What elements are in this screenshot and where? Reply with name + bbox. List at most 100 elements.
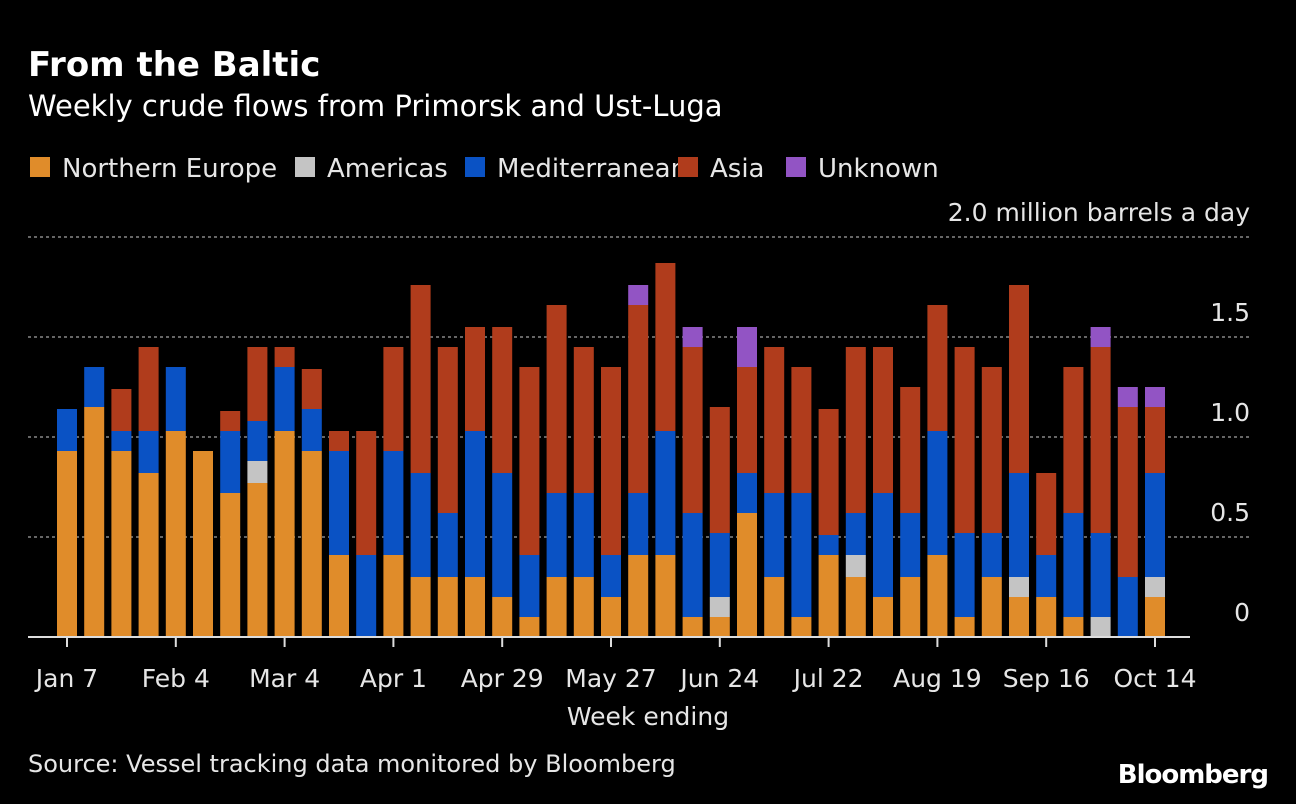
legend: Northern Europe Americas Mediterranean Asia… xyxy=(30,154,939,184)
bar-segment-northern-europe xyxy=(818,555,839,637)
bar-segment-northern-europe xyxy=(1145,597,1165,637)
bar-segment-northern-europe xyxy=(682,617,703,637)
bar-segment-mediterranean xyxy=(818,535,839,555)
bar-segment-northern-europe xyxy=(274,431,295,637)
bars xyxy=(57,263,1165,637)
bar-segment-mediterranean xyxy=(84,367,105,407)
bar-segment-asia xyxy=(1145,407,1165,473)
bar-segment-americas xyxy=(247,461,268,483)
bar-segment-asia xyxy=(981,367,1002,533)
bar-segment-asia xyxy=(791,367,812,493)
gridlines: 0 0.5 1.0 1.5 2.0 million barrels a day xyxy=(28,198,1250,627)
bar-segment-mediterranean xyxy=(465,431,485,577)
bar-segment-northern-europe xyxy=(247,483,268,637)
bar-segment-asia xyxy=(1117,407,1138,577)
bar-segment-northern-europe xyxy=(84,407,105,637)
bar-segment-mediterranean xyxy=(764,493,785,577)
bar-segment-unknown xyxy=(682,327,703,347)
bar-segment-northern-europe xyxy=(165,431,186,637)
y-tick-label: 1.0 xyxy=(1210,398,1250,427)
bar-segment-mediterranean xyxy=(1090,533,1111,617)
bar-segment-northern-europe xyxy=(873,597,893,637)
x-tick-label: Sep 16 xyxy=(1003,664,1090,693)
bar-segment-mediterranean xyxy=(437,513,458,577)
bar-segment-northern-europe xyxy=(981,577,1002,637)
bar-segment-northern-europe xyxy=(954,617,975,637)
legend-label: Unknown xyxy=(818,154,939,184)
x-tick-label: Feb 4 xyxy=(142,664,210,693)
bar-segment-unknown xyxy=(1145,387,1165,407)
bar-segment-mediterranean xyxy=(791,493,812,617)
x-tick-label: Mar 4 xyxy=(249,664,320,693)
bar-segment-mediterranean xyxy=(356,555,377,637)
bar-segment-northern-europe xyxy=(1063,617,1084,637)
bar-segment-mediterranean xyxy=(737,473,757,513)
bar-segment-asia xyxy=(410,285,431,473)
bar-segment-mediterranean xyxy=(1117,577,1138,637)
bar-segment-asia xyxy=(900,387,921,513)
bar-segment-northern-europe xyxy=(573,577,594,637)
bar-segment-mediterranean xyxy=(927,431,948,555)
bar-segment-americas xyxy=(845,555,866,577)
x-tick-label: Jan 7 xyxy=(34,664,98,693)
legend-label: Asia xyxy=(710,154,765,184)
bar-segment-northern-europe xyxy=(492,597,513,637)
bar-segment-mediterranean xyxy=(900,513,921,577)
bar-segment-mediterranean xyxy=(301,409,322,451)
bar-segment-asia xyxy=(356,431,377,555)
bar-segment-unknown xyxy=(1117,387,1138,407)
bar-segment-asia xyxy=(301,369,322,409)
bar-segment-northern-europe xyxy=(383,555,404,637)
bar-segment-mediterranean xyxy=(410,473,431,577)
bar-segment-mediterranean xyxy=(247,421,268,461)
bar-segment-asia xyxy=(546,305,567,493)
bar-segment-asia xyxy=(764,347,785,493)
bar-segment-mediterranean xyxy=(1036,555,1057,597)
bloomberg-logo: Bloomberg xyxy=(1118,760,1268,790)
bar-segment-asia xyxy=(927,305,948,431)
x-tick-label: Apr 1 xyxy=(360,664,427,693)
bar-segment-asia xyxy=(818,409,839,535)
bar-segment-asia xyxy=(1063,367,1084,513)
y-tick-label: 0 xyxy=(1234,598,1250,627)
bar-segment-northern-europe xyxy=(1009,597,1029,637)
bar-segment-mediterranean xyxy=(57,409,77,451)
bar-segment-mediterranean xyxy=(601,555,621,597)
bar-segment-asia xyxy=(383,347,404,451)
legend-swatch xyxy=(295,157,315,177)
bar-segment-northern-europe xyxy=(791,617,812,637)
bar-segment-northern-europe xyxy=(628,555,649,637)
bar-segment-northern-europe xyxy=(329,555,349,637)
bar-segment-mediterranean xyxy=(492,473,513,597)
bar-segment-asia xyxy=(573,347,594,493)
bar-segment-northern-europe xyxy=(519,617,540,637)
y-tick-label: 0.5 xyxy=(1210,498,1250,527)
bar-segment-asia xyxy=(845,347,866,513)
bar-segment-northern-europe xyxy=(737,513,757,637)
bar-segment-mediterranean xyxy=(329,451,349,555)
bar-segment-mediterranean xyxy=(709,533,730,597)
bar-segment-mediterranean xyxy=(220,431,241,493)
bar-segment-northern-europe xyxy=(193,451,213,637)
bar-segment-unknown xyxy=(1090,327,1111,347)
bar-segment-asia xyxy=(519,367,540,555)
legend-label: Americas xyxy=(327,154,448,184)
legend-swatch xyxy=(786,157,806,177)
bar-segment-americas xyxy=(1145,577,1165,597)
x-tick-label: May 27 xyxy=(565,664,656,693)
bar-segment-americas xyxy=(1090,617,1111,637)
bar-segment-asia xyxy=(655,263,676,431)
bar-segment-asia xyxy=(247,347,268,421)
bar-segment-northern-europe xyxy=(220,493,241,637)
bar-segment-northern-europe xyxy=(546,577,567,637)
legend-swatch xyxy=(30,157,50,177)
bar-segment-mediterranean xyxy=(274,367,295,431)
bar-segment-mediterranean xyxy=(981,533,1002,577)
bar-segment-mediterranean xyxy=(383,451,404,555)
bar-segment-northern-europe xyxy=(437,577,458,637)
bar-segment-asia xyxy=(138,347,159,431)
bar-segment-asia xyxy=(220,411,241,431)
chart-title: From the Baltic xyxy=(28,45,320,85)
bar-segment-asia xyxy=(1009,285,1029,473)
